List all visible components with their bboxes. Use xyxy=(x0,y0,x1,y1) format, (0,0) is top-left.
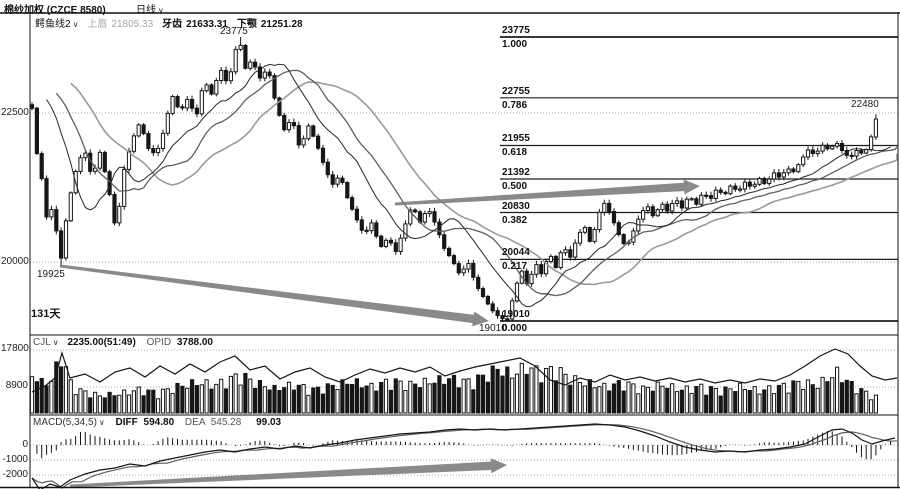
fib-ratio-label: 0.786 xyxy=(502,99,528,111)
bottom-low-price-annotation: 19010 xyxy=(479,323,507,334)
period-selector[interactable]: 日线 ∨ xyxy=(136,5,164,16)
fib-ratio-label: 1.000 xyxy=(502,39,528,50)
fib-price-label: 22755 xyxy=(502,85,530,97)
alligator-jaw-value: 21251.28 xyxy=(260,19,303,30)
volume-indicator-selector[interactable]: CJL ∨ xyxy=(33,337,59,348)
macd-y-axis-label: -1000 xyxy=(2,454,28,465)
main-y-axis-label: 20000 xyxy=(1,256,29,267)
volume-indicator-header: CJL ∨ 2235.00(51:49) OPID 3788.00 xyxy=(33,337,213,348)
chevron-down-icon: ∨ xyxy=(98,418,105,427)
days-count-label: 131天 xyxy=(31,308,61,320)
volume-value: 2235.00(51:49) xyxy=(67,337,136,348)
fib-ratio-label: 0.618 xyxy=(502,147,528,159)
macd-y-axis-label: -2000 xyxy=(2,469,28,480)
opid-value: 3788.00 xyxy=(176,337,213,348)
alligator-indicator-selector[interactable]: 鳄鱼线2 ∨ xyxy=(35,19,79,30)
alligator-lips-value: 21805.33 xyxy=(111,19,154,30)
fib-price-label: 23775 xyxy=(502,25,530,36)
fib-price-label: 20830 xyxy=(502,200,530,212)
chevron-down-icon: ∨ xyxy=(158,6,164,15)
latest-price-annotation: 22480 xyxy=(851,99,879,110)
volume-y-axis-label: 17800 xyxy=(1,343,29,354)
macd-indicator-selector[interactable]: MACD(5,34,5) ∨ xyxy=(33,417,105,428)
alligator-indicator-header: 鳄鱼线2 ∨ 上唇 21805.33 牙齿 21633.31 下颚 21251.2… xyxy=(35,15,303,30)
macd-dea-label: DEA xyxy=(184,417,205,428)
fib-price-label: 21392 xyxy=(502,167,530,179)
alligator-lips-label: 上唇 xyxy=(87,19,108,30)
macd-diff-label: DIFF xyxy=(115,417,138,428)
fib-ratio-label: 0.000 xyxy=(502,323,528,334)
main-y-axis-label: 22500 xyxy=(1,107,29,118)
left-low-price-annotation: 19925 xyxy=(37,269,65,280)
fib-ratio-label: 0.217 xyxy=(502,261,528,273)
macd-diff-value: 594.80 xyxy=(143,417,175,428)
macd-indicator-header: MACD(5,34,5) ∨ DIFF 594.80 DEA 545.28 99.… xyxy=(33,417,281,428)
macd-last-value: 99.03 xyxy=(256,417,282,428)
macd-y-axis-label: 0 xyxy=(22,439,28,450)
opid-label: OPID xyxy=(146,337,172,348)
alligator-teeth-label: 牙齿 xyxy=(162,19,183,30)
title-bar: 棉纱加权 (CZCE 8580) 日线 ∨ xyxy=(0,0,900,16)
fib-ratio-label: 0.382 xyxy=(502,214,528,226)
chevron-down-icon: ∨ xyxy=(72,20,79,29)
alligator-jaw-label: 下颚 xyxy=(236,19,257,30)
peak-price-annotation: 23775 xyxy=(220,26,248,37)
fib-ratio-label: 0.500 xyxy=(502,181,528,193)
instrument-title: 棉纱加权 (CZCE 8580) xyxy=(4,5,106,16)
fib-price-label: 20044 xyxy=(502,247,530,259)
macd-dea-value: 545.28 xyxy=(210,417,242,428)
alligator-teeth-value: 21633.31 xyxy=(186,19,228,30)
fib-price-label: 19010 xyxy=(502,309,530,320)
chevron-down-icon: ∨ xyxy=(52,338,59,347)
volume-y-axis-label: 8900 xyxy=(5,380,28,391)
fib-price-label: 21955 xyxy=(502,133,530,145)
